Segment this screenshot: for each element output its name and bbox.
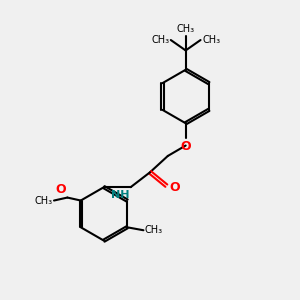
Text: CH₃: CH₃ xyxy=(177,24,195,34)
Text: CH₃: CH₃ xyxy=(151,35,169,45)
Text: O: O xyxy=(55,183,66,196)
Text: O: O xyxy=(169,181,180,194)
Text: CH₃: CH₃ xyxy=(202,35,220,45)
Text: O: O xyxy=(180,140,191,153)
Text: NH: NH xyxy=(111,190,129,200)
Text: CH₃: CH₃ xyxy=(34,196,52,206)
Text: CH₃: CH₃ xyxy=(145,225,163,235)
